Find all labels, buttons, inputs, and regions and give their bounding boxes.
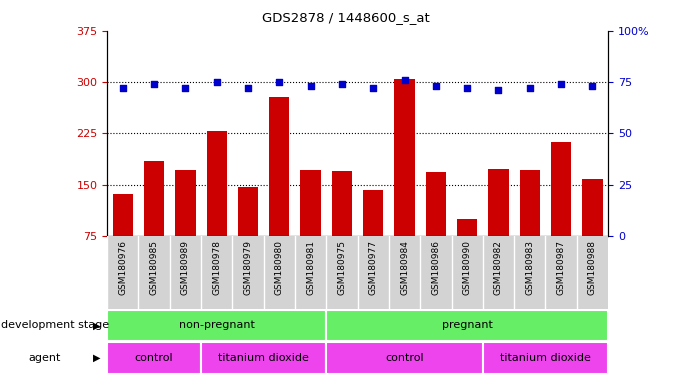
Point — [368, 85, 379, 91]
Point — [117, 85, 129, 91]
Bar — [107, 343, 201, 374]
Text: pregnant: pregnant — [442, 320, 493, 331]
Text: GSM180983: GSM180983 — [525, 240, 534, 295]
Point — [556, 81, 567, 87]
Bar — [207, 131, 227, 236]
Text: agent: agent — [28, 353, 61, 363]
Bar — [551, 142, 571, 236]
Point — [211, 79, 223, 85]
Text: GSM180990: GSM180990 — [463, 240, 472, 295]
Text: GSM180981: GSM180981 — [306, 240, 315, 295]
Text: GSM180989: GSM180989 — [181, 240, 190, 295]
Point — [180, 85, 191, 91]
Text: control: control — [386, 353, 424, 363]
Bar — [583, 179, 603, 236]
Point — [462, 85, 473, 91]
Text: GSM180980: GSM180980 — [275, 240, 284, 295]
Bar — [238, 187, 258, 236]
Bar — [107, 310, 326, 341]
Point — [243, 85, 254, 91]
Bar — [201, 343, 326, 374]
Text: GDS2878 / 1448600_s_at: GDS2878 / 1448600_s_at — [262, 12, 429, 25]
Text: GSM180976: GSM180976 — [118, 240, 127, 295]
Point — [493, 87, 504, 93]
Bar — [363, 190, 384, 236]
Text: GSM180979: GSM180979 — [243, 240, 252, 295]
Text: GSM180984: GSM180984 — [400, 240, 409, 295]
Text: non-pregnant: non-pregnant — [179, 320, 254, 331]
Bar — [489, 169, 509, 236]
Text: ▶: ▶ — [93, 320, 100, 331]
Point — [337, 81, 348, 87]
Text: ▶: ▶ — [93, 353, 100, 363]
Text: titanium dioxide: titanium dioxide — [218, 353, 309, 363]
Point — [149, 81, 160, 87]
Bar — [332, 171, 352, 236]
Bar — [269, 97, 290, 236]
Text: GSM180982: GSM180982 — [494, 240, 503, 295]
Bar — [326, 310, 608, 341]
Text: GSM180985: GSM180985 — [149, 240, 158, 295]
Text: control: control — [135, 353, 173, 363]
Text: GSM180977: GSM180977 — [369, 240, 378, 295]
Bar — [301, 170, 321, 236]
Bar — [144, 161, 164, 236]
Point — [587, 83, 598, 89]
Point — [399, 77, 410, 83]
Text: GSM180975: GSM180975 — [337, 240, 346, 295]
Point — [305, 83, 316, 89]
Bar — [395, 79, 415, 236]
Point — [274, 79, 285, 85]
Bar — [326, 343, 483, 374]
Text: GSM180986: GSM180986 — [431, 240, 440, 295]
Point — [524, 85, 536, 91]
Bar — [457, 219, 477, 236]
Text: GSM180988: GSM180988 — [588, 240, 597, 295]
Text: titanium dioxide: titanium dioxide — [500, 353, 591, 363]
Bar — [113, 194, 133, 236]
Bar — [426, 172, 446, 236]
Point — [430, 83, 442, 89]
Bar — [483, 343, 608, 374]
Text: GSM180978: GSM180978 — [212, 240, 221, 295]
Text: GSM180987: GSM180987 — [557, 240, 566, 295]
Bar — [176, 170, 196, 236]
Text: development stage: development stage — [1, 320, 108, 331]
Bar — [520, 170, 540, 236]
